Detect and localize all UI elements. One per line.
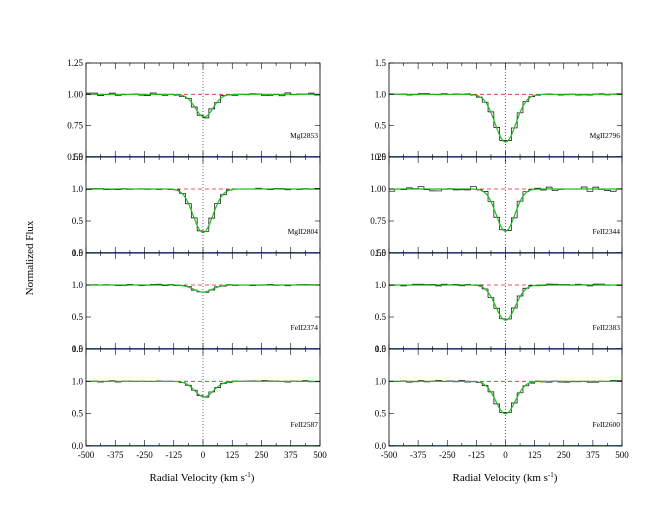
y-tick-label: 1.5 [375,344,387,354]
x-axis-title-right-main: Radial Velocity (km s [453,472,548,484]
y-tick-label: 1.25 [67,58,83,68]
y-tick-label: 1.00 [67,89,83,99]
x-axis-title-right: Radial Velocity (km s-1) [453,471,558,484]
panel-mgi2853: 0.50 0.75 1.00 1.25 MgI2853 [67,58,321,162]
panel-label: MgII2804 [288,227,319,236]
x-tick-label: -125 [166,450,183,460]
y-tick-label: 0.0 [375,152,387,162]
panel-feii2374: 0.0 0.5 1.0 1.5 FeII2374 [72,248,321,354]
panel-feii2344: 0.50 0.75 1.00 1.25 FeII2344 [370,152,623,258]
model-fit [389,284,622,321]
panel-label: FeII2344 [593,227,621,236]
panel-mgii2804: 0.0 0.5 1.0 1.5 MgII2804 [72,152,321,258]
y-axis-title: Normalized Flux [24,220,36,295]
y-tick-label: 1.0 [72,184,84,194]
y-tick-label: 0.5 [72,216,84,226]
x-axis-title-left-main: Radial Velocity (km s [150,472,245,484]
x-tick-label: 250 [557,450,571,460]
y-tick-label: 0.50 [370,248,386,258]
x-tick-label: 0 [201,450,206,460]
panel-label: FeII2587 [291,420,319,429]
y-tick-label: 0.5 [375,409,387,419]
model-fit [389,188,622,232]
model-fit [86,380,320,398]
y-tick-label: 1.0 [72,280,84,290]
y-tick-label: 1.25 [370,152,386,162]
y-tick-label: 0.5 [375,121,387,131]
y-tick-label: 0.5 [72,409,84,419]
x-tick-label: -375 [107,450,124,460]
y-tick-label: 0.0 [375,344,387,354]
x-tick-label: 500 [615,450,629,460]
x-axis-title-right-close: ) [554,472,558,484]
data-spectrum [86,187,320,232]
x-tick-label: -500 [381,450,398,460]
model-fit [389,93,622,143]
x-tick-label: 375 [284,450,298,460]
y-tick-label: 0.75 [67,121,83,131]
x-tick-label: 375 [586,450,600,460]
model-fit [86,284,320,293]
y-tick-label: 1.5 [375,248,387,258]
x-tick-label: 500 [313,450,327,460]
panel-label: FeII2600 [593,420,621,429]
y-tick-label: 0.0 [72,248,84,258]
y-tick-label: 1.00 [370,184,386,194]
y-tick-label: 1.0 [375,376,387,386]
model-fit [86,93,320,118]
y-tick-label: 0.75 [370,216,386,226]
model-fit [86,188,320,234]
panel-label: MgII2796 [590,131,621,140]
y-tick-label: 1.0 [72,376,84,386]
y-tick-label: 1.5 [72,344,84,354]
y-tick-label: 1.5 [72,248,84,258]
x-tick-label: -250 [439,450,456,460]
x-axis-title-left-sup: -1 [245,471,251,479]
y-tick-label: 0.0 [72,344,84,354]
panel-feii2600: 0.0 0.5 1.0 1.5 FeII2600 -500 -375 -250 -125 0 125… [375,344,630,460]
data-spectrum [389,186,622,231]
x-tick-label: -500 [78,450,95,460]
x-tick-label: 125 [528,450,542,460]
y-tick-label: 0.0 [72,441,84,451]
y-tick-label: 1.5 [72,152,84,162]
x-axis-title-left-close: ) [251,472,255,484]
y-tick-label: 1.0 [375,280,387,290]
x-tick-label: -250 [136,450,153,460]
x-tick-label: 125 [226,450,240,460]
y-tick-label: 1.0 [375,89,387,99]
panel-frame [85,62,321,158]
x-tick-label: 250 [255,450,269,460]
panel-label: FeII2374 [291,323,319,332]
x-tick-label: -375 [410,450,427,460]
y-tick-label: 0.5 [375,312,387,322]
x-tick-label: 0 [503,450,508,460]
panel-label: MgI2853 [290,131,318,140]
panel-label: FeII2383 [593,323,621,332]
panel-frame [388,62,623,158]
x-tick-label: -125 [468,450,485,460]
x-axis-title-right-sup: -1 [548,471,554,479]
y-tick-label: 1.5 [375,58,387,68]
panel-feii2587: 0.0 0.5 1.0 1.5 FeII2587 -500 -375 -250 -125 0 125… [72,344,328,460]
y-tick-label: 0.5 [72,312,84,322]
y-tick-label: 0.50 [67,152,83,162]
model-fit [389,380,622,415]
panels: 0.500.751.001.25MgI28530.00.51.01.5MgII2… [67,58,629,460]
panel-mgii2796: 0.0 0.5 1.0 1.5 MgII2796 [375,58,623,162]
x-axis-title-left: Radial Velocity (km s-1) [150,471,255,484]
y-tick-label: 0.0 [375,441,387,451]
panel-feii2383: 0.0 0.5 1.0 1.5 FeII2383 [375,248,623,354]
